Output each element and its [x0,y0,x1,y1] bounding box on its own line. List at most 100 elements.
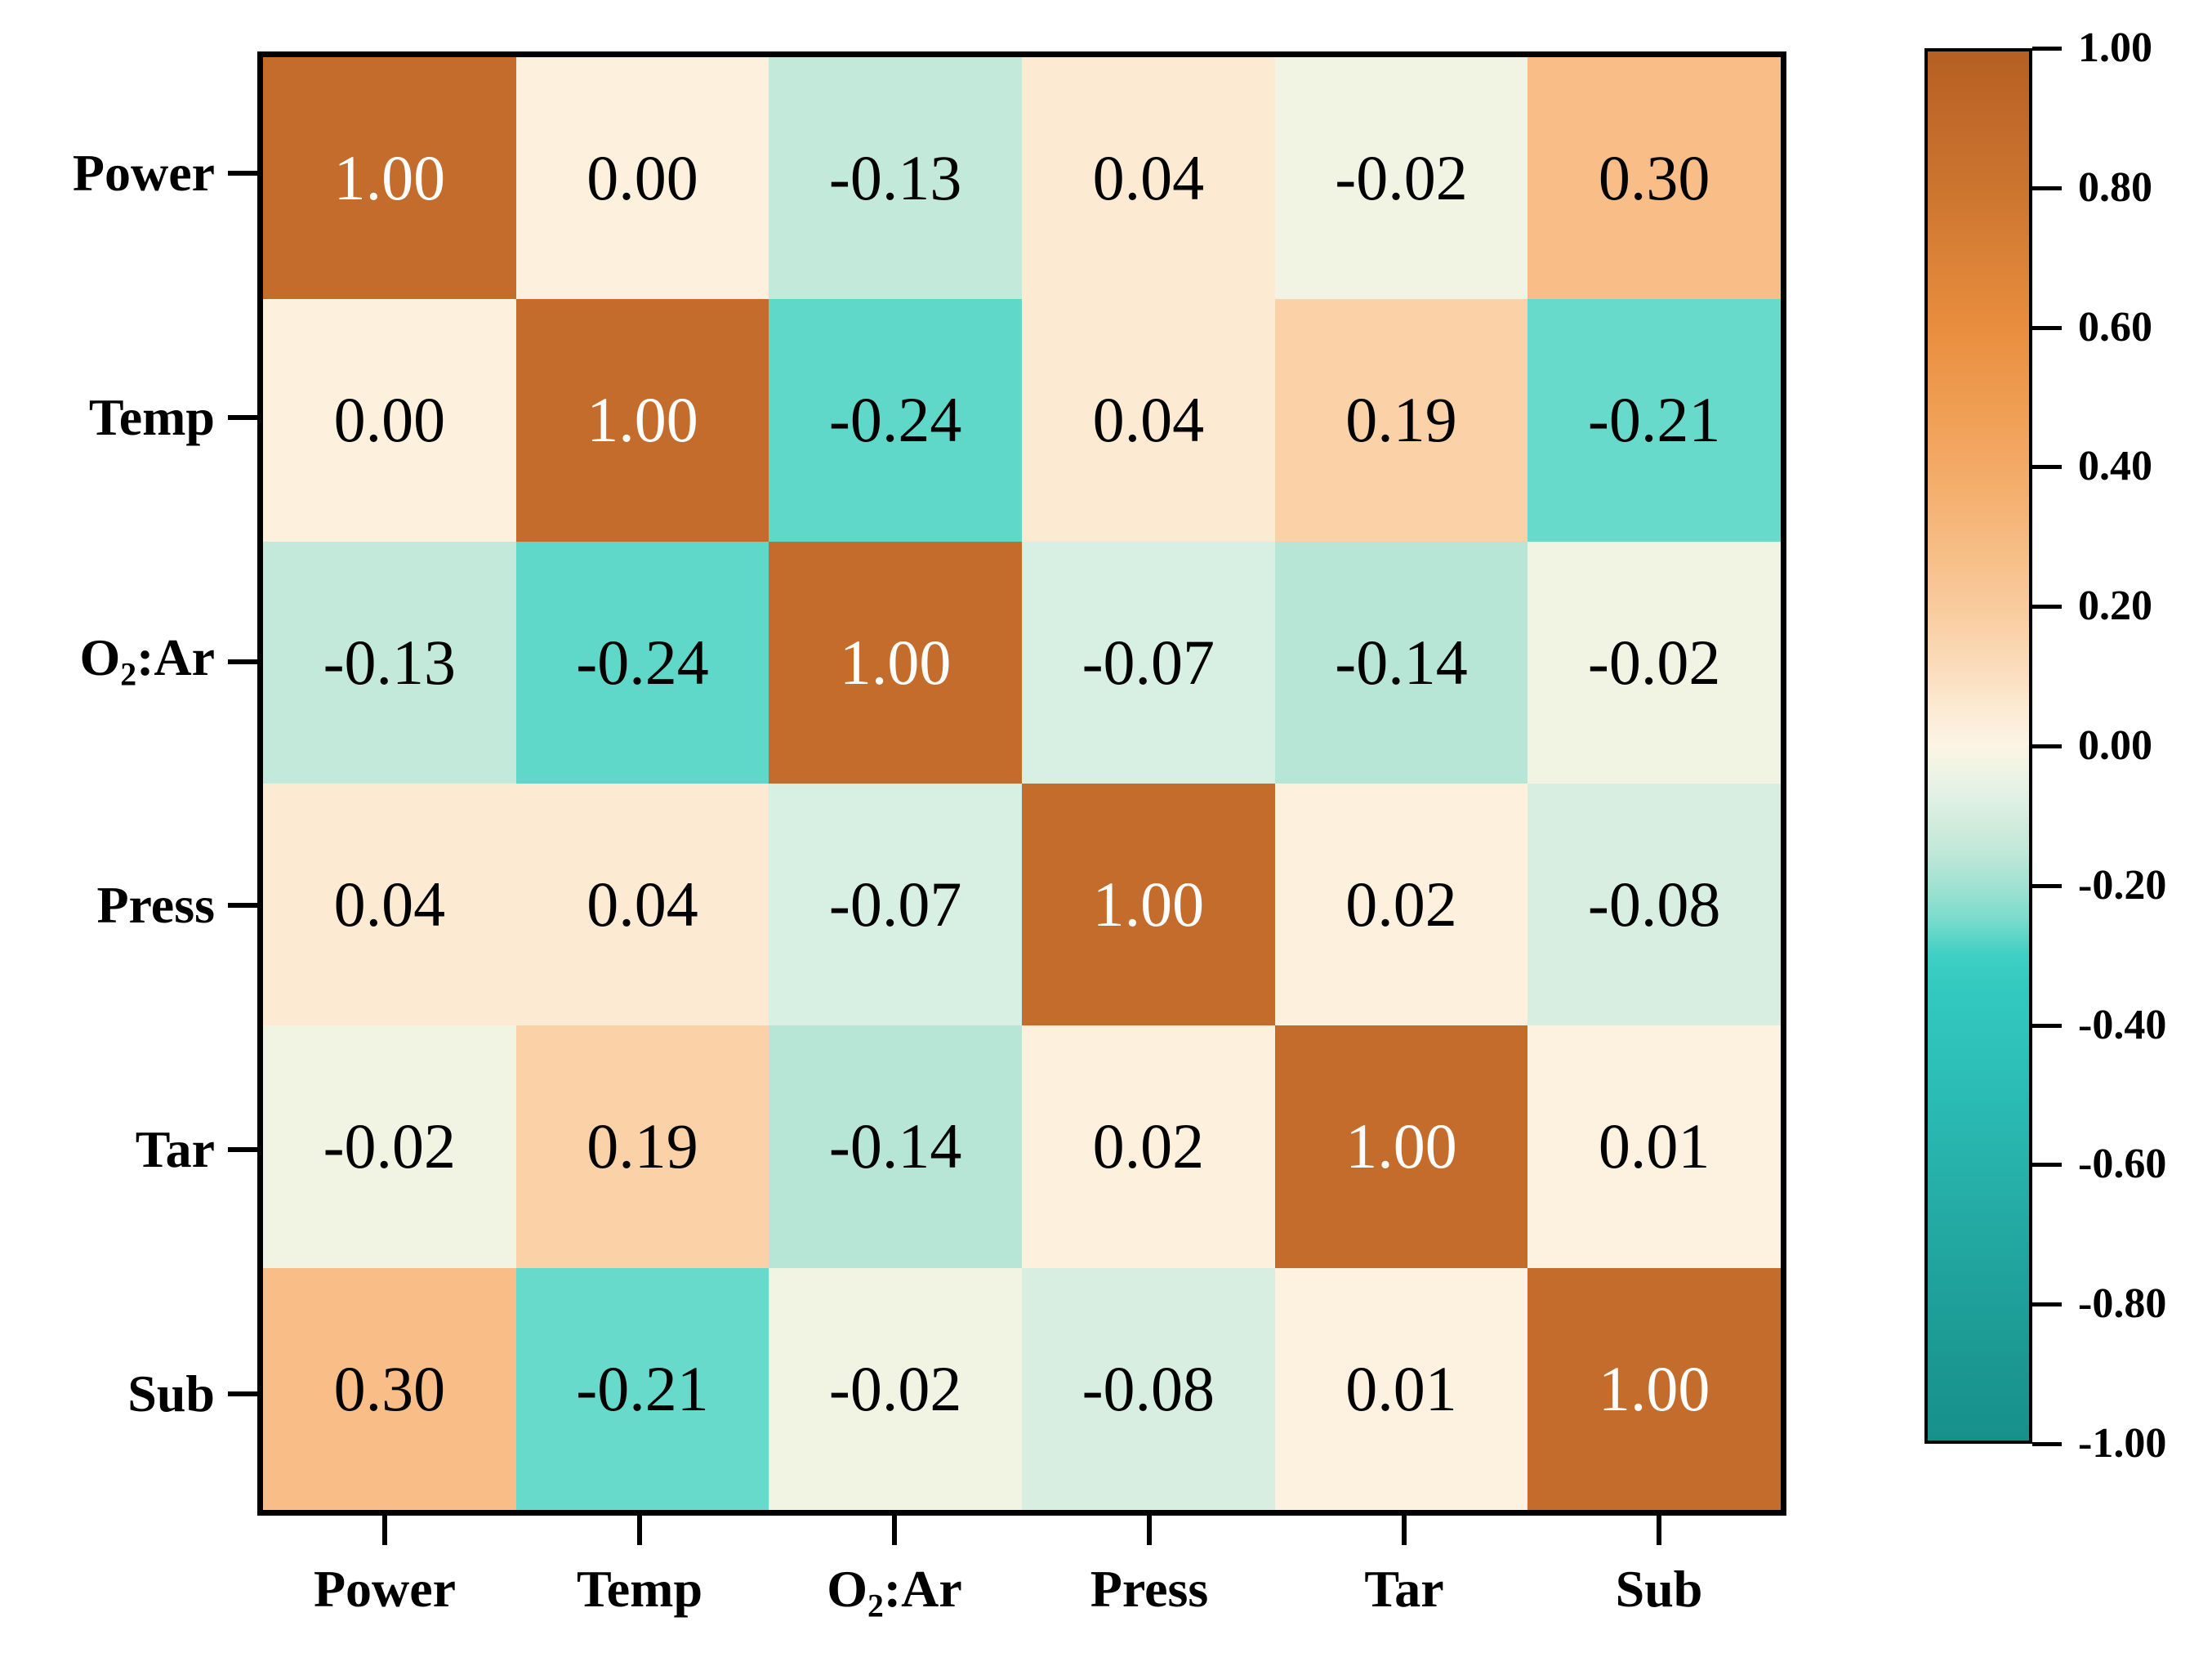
colorbar-tick-label: 0.20 [2078,583,2152,630]
y-axis-label: Press [96,876,215,935]
x-axis-label: Power [313,1560,457,1618]
x-axis-tick [1657,1516,1661,1545]
y-axis-tick [228,1147,257,1153]
heatmap-cell: -0.02 [769,1267,1022,1510]
y-axis-tick [228,415,257,420]
y-axis-row: Power [0,51,257,296]
colorbar-tick [2032,1442,2062,1446]
heatmap-cell: 0.04 [263,784,516,1026]
heatmap-cell: -0.08 [1527,784,1781,1026]
x-axis-column: Sub [1532,1516,1786,1655]
heatmap-cell: 0.00 [263,299,516,542]
heatmap-cell: 0.02 [1274,784,1528,1026]
x-axis-label: Tar [1364,1560,1444,1618]
colorbar-tick-label: 0.60 [2078,303,2152,351]
colorbar-tick-label: -0.60 [2078,1141,2167,1188]
heatmap-cell: 0.01 [1527,1025,1781,1268]
colorbar-tick [2032,1302,2062,1307]
heatmap-cell: -0.24 [769,299,1022,542]
colorbar-tick-label: -0.80 [2078,1280,2167,1328]
x-axis-column: Power [257,1516,512,1655]
x-axis-label: Sub [1615,1560,1703,1618]
heatmap-cell: -0.13 [769,57,1022,300]
y-axis-label: Power [72,144,215,203]
x-axis-tick [1402,1516,1407,1545]
heatmap-cell: -0.24 [515,541,769,784]
heatmap-cell: 0.30 [1527,57,1781,300]
colorbar-tick [2032,883,2062,888]
x-axis-label: O2:Ar [827,1560,962,1624]
colorbar-tick-label: -1.00 [2078,1420,2167,1467]
colorbar-tick [2032,605,2062,610]
y-axis-tick [228,171,257,176]
x-axis-tick [382,1516,387,1545]
y-axis-tick [228,1391,257,1396]
y-axis-label: Sub [127,1364,215,1423]
colorbar-tick-label: 0.80 [2078,163,2152,211]
colorbar-tick [2032,1023,2062,1028]
y-axis-label: Tar [135,1120,215,1179]
y-axis: Power Temp O2:Ar Press Tar Sub [0,51,257,1516]
x-axis-label: Press [1090,1560,1209,1618]
heatmap-cell: 1.00 [1021,784,1275,1026]
heatmap-cell: 1.00 [515,299,769,542]
heatmap-cell: -0.14 [1274,541,1528,784]
colorbar-tick [2032,1163,2062,1168]
colorbar-tick-label: 1.00 [2078,25,2152,71]
heatmap-cell: -0.02 [263,1025,516,1268]
heatmap-cell: 1.00 [1274,1025,1528,1268]
x-axis-column: Press [1022,1516,1277,1655]
x-axis-column: Temp [512,1516,767,1655]
colorbar-tick-label: -0.40 [2078,1001,2167,1048]
colorbar-axis: 1.00 0.80 0.60 0.40 0.20 0.00 -0.20 -0.40 -0.60 -… [2032,27,2212,1465]
x-axis-column: Tar [1277,1516,1532,1655]
colorbar-tick-label: 0.00 [2078,722,2152,769]
heatmap-cell: 0.01 [1274,1267,1528,1510]
heatmap-cell: -0.13 [263,541,516,784]
heatmap-cell: 0.00 [515,57,769,300]
y-axis-tick [228,659,257,664]
heatmap-cell: 0.30 [263,1267,516,1510]
colorbar-tick-label: 0.40 [2078,443,2152,490]
heatmap-cell: -0.02 [1527,541,1781,784]
x-axis: Power Temp O2:Ar Press Tar Sub [257,1516,1786,1655]
y-axis-row: Tar [0,1028,257,1272]
heatmap-cell: 0.19 [515,1025,769,1268]
heatmap-cell: 1.00 [1527,1267,1781,1510]
y-axis-tick [228,903,257,909]
heatmap-grid: 1.00 0.00 -0.13 0.04 -0.02 0.30 0.00 1.00 -0.24 0… [257,51,1786,1516]
heatmap-cell: -0.08 [1021,1267,1275,1510]
heatmap-cell: 1.00 [263,57,516,300]
y-axis-row: Sub [0,1271,257,1516]
colorbar [1924,48,2032,1444]
heatmap-cell: 0.02 [1021,1025,1275,1268]
heatmap-cell: 0.04 [515,784,769,1026]
heatmap-cell: 0.04 [1021,299,1275,542]
y-axis-row: O2:Ar [0,539,257,784]
heatmap-cell: -0.21 [515,1267,769,1510]
x-axis-tick [637,1516,642,1545]
y-axis-row: Press [0,784,257,1028]
heatmap-cell: 0.04 [1021,57,1275,300]
y-axis-label: O2:Ar [79,628,215,693]
colorbar-tick [2032,325,2062,330]
heatmap-cell: -0.14 [769,1025,1022,1268]
x-axis-label: Temp [576,1560,703,1618]
x-axis-tick [1147,1516,1152,1545]
x-axis-tick [892,1516,897,1545]
colorbar-tick [2032,47,2062,51]
heatmap-cell: -0.07 [769,784,1022,1026]
heatmap-cell: 1.00 [769,541,1022,784]
heatmap-cell: -0.21 [1527,299,1781,542]
colorbar-tick-label: -0.20 [2078,861,2167,909]
heatmap-cell: -0.07 [1021,541,1275,784]
y-axis-label: Temp [88,388,215,446]
heatmap-cell: 0.19 [1274,299,1528,542]
heatmap-cell: -0.02 [1274,57,1528,300]
colorbar-tick [2032,465,2062,470]
x-axis-column: O2:Ar [767,1516,1022,1655]
colorbar-tick [2032,185,2062,190]
colorbar-tick [2032,744,2062,748]
y-axis-row: Temp [0,296,257,540]
